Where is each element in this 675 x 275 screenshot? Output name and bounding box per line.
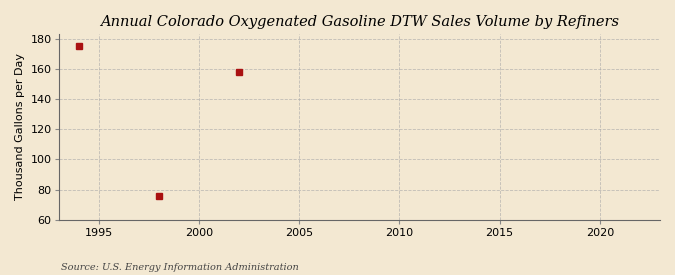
Text: Source: U.S. Energy Information Administration: Source: U.S. Energy Information Administ… [61,263,298,272]
Title: Annual Colorado Oxygenated Gasoline DTW Sales Volume by Refiners: Annual Colorado Oxygenated Gasoline DTW … [100,15,619,29]
Y-axis label: Thousand Gallons per Day: Thousand Gallons per Day [15,54,25,200]
